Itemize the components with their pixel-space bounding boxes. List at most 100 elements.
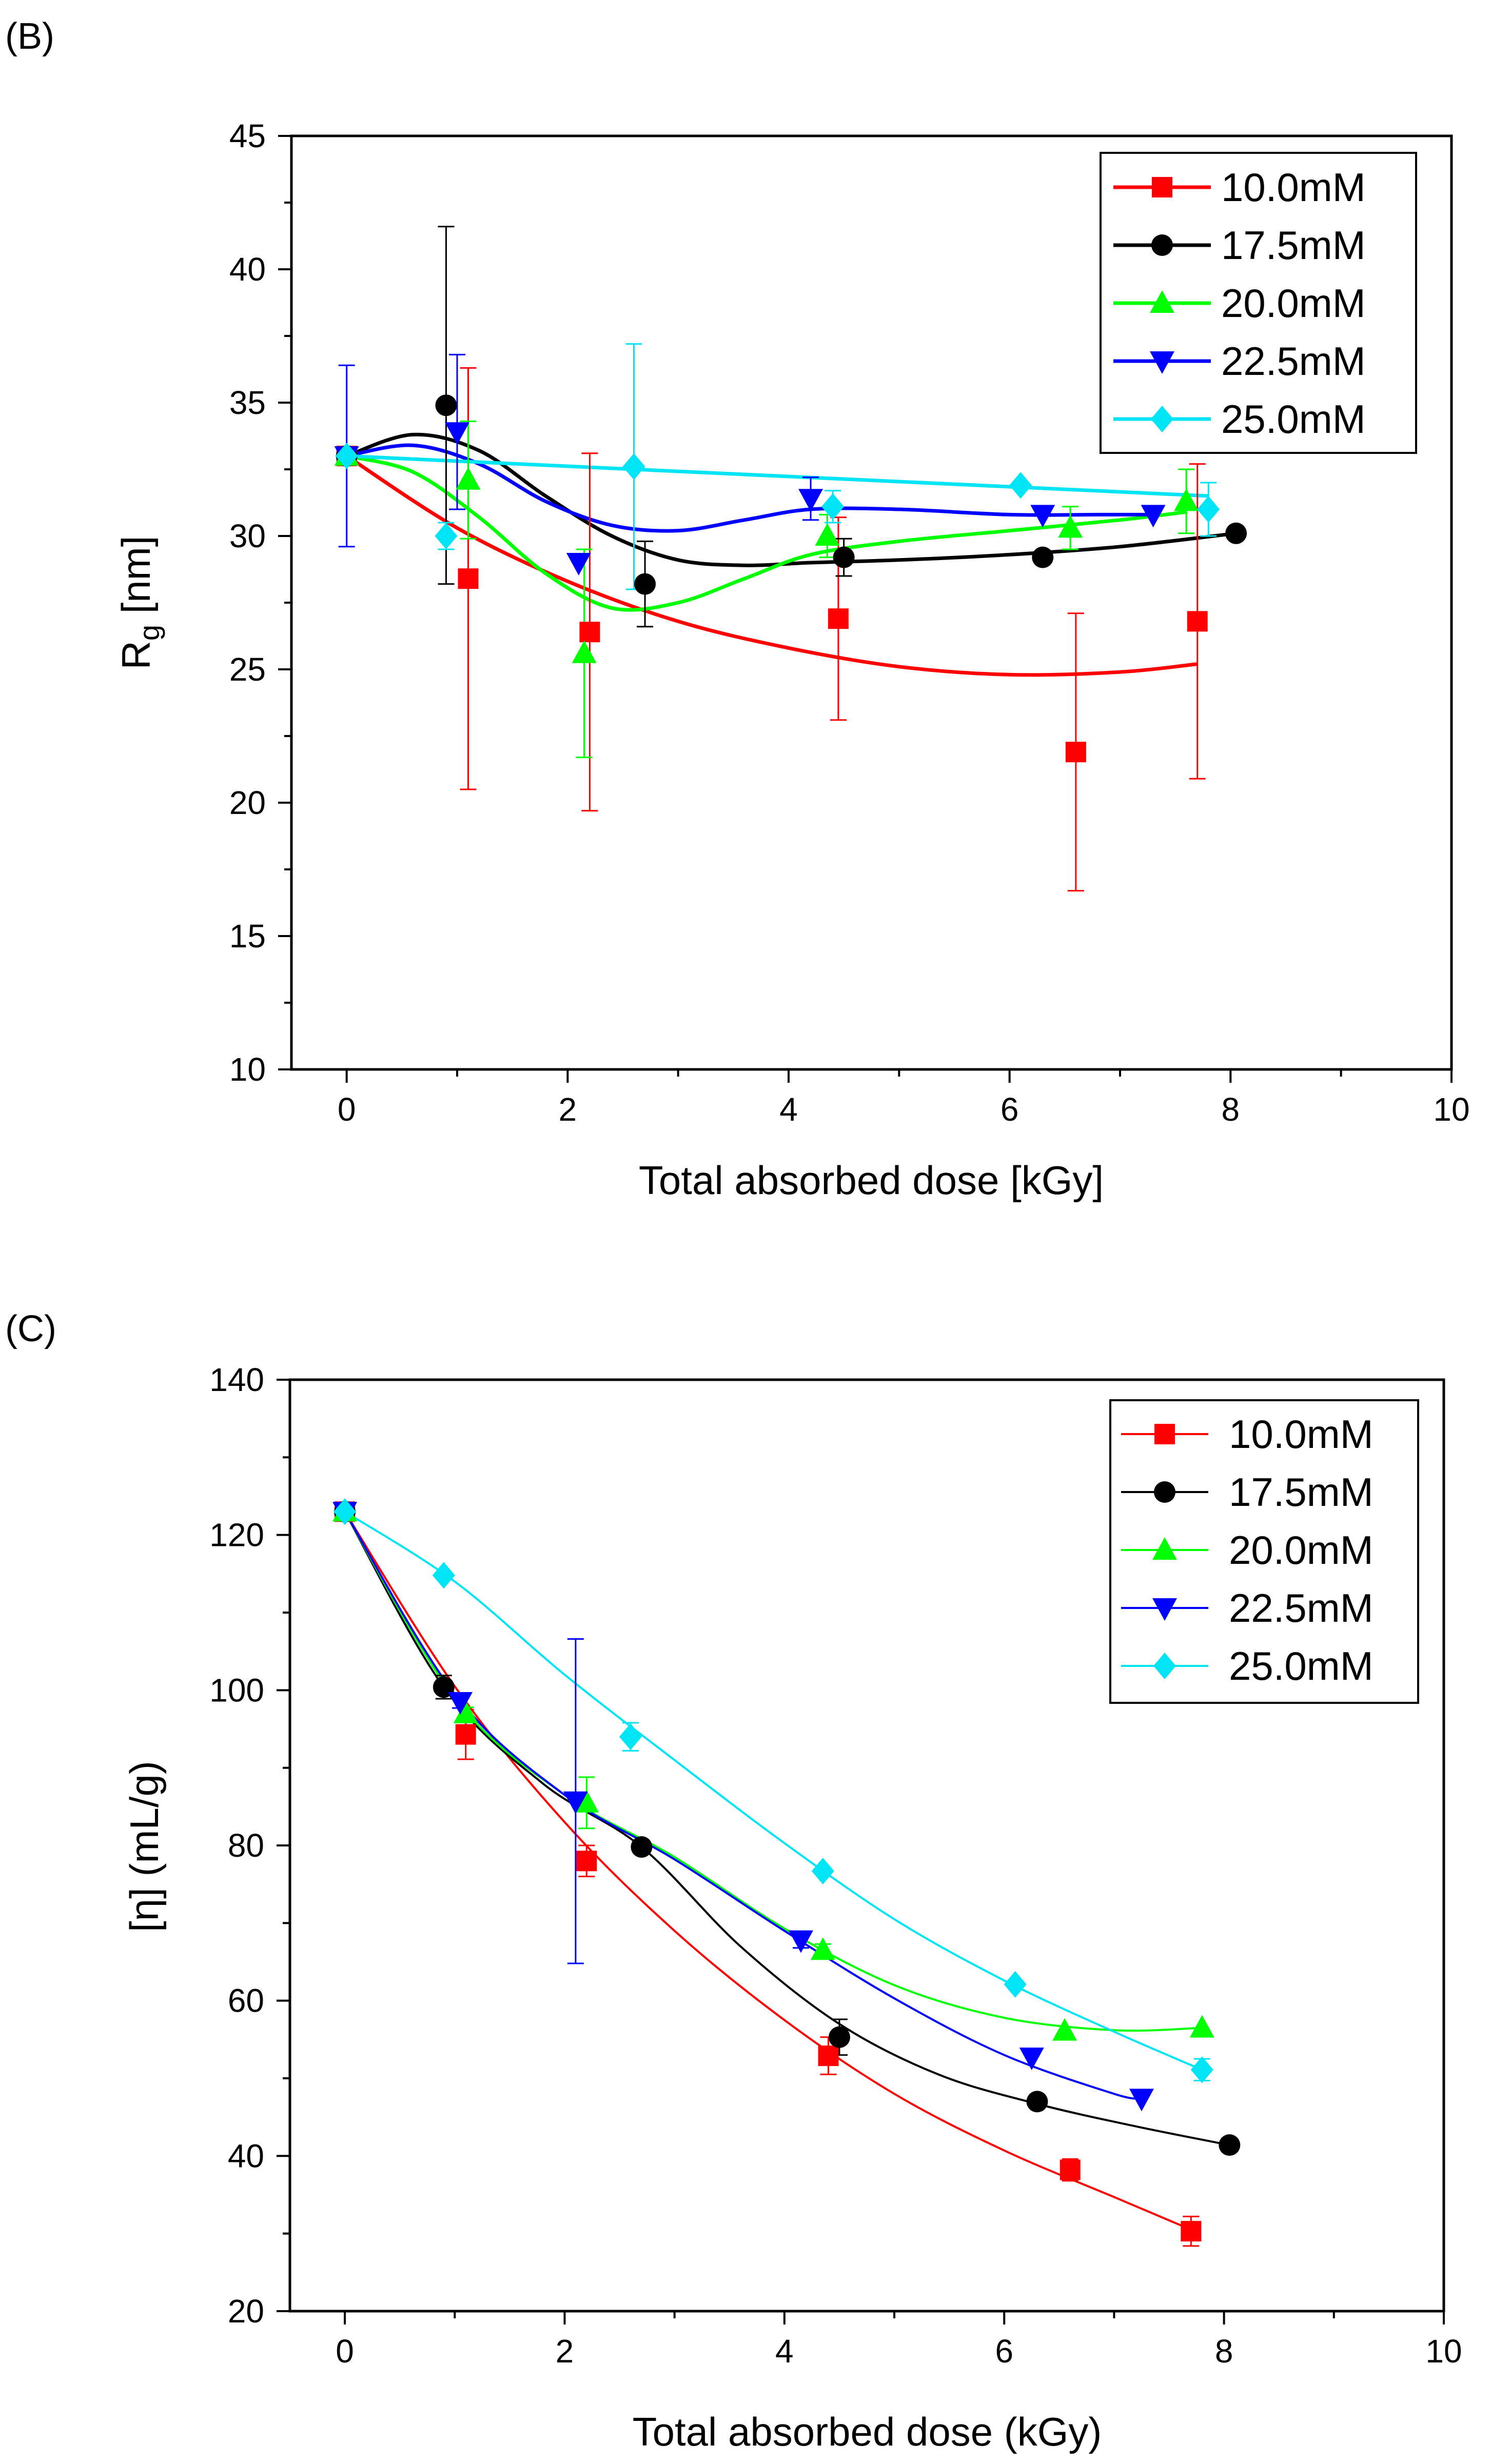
fit-curve-25.0mM [346,454,1209,498]
data-point-17.5mM [833,546,855,568]
data-point-10.0mM [1181,2221,1202,2242]
data-point-22.5mM [788,1930,813,1953]
data-point-22.5mM [1129,2089,1154,2112]
data-point-25.0mM [622,453,645,480]
x-tick-label: 0 [338,1091,356,1128]
data-point-22.5mM [1030,505,1055,528]
panel-b-y-axis-title: Rg [nm] [113,536,165,670]
legend-label-20.0mM: 20.0mM [1229,1527,1374,1573]
y-tick-label: 30 [229,518,266,554]
data-point-17.5mM [1219,2134,1241,2156]
data-point-10.0mM [1187,611,1208,632]
x-tick-label: 6 [995,2333,1013,2370]
x-tick-label: 4 [779,1091,798,1128]
data-point-25.0mM [335,443,358,469]
y-tick-label: 100 [209,1672,264,1708]
panel-c-x-axis-title: Total absorbed dose (kGy) [633,2409,1102,2454]
x-tick-label: 8 [1215,2333,1233,2370]
panel-b-error-bars [338,226,1217,892]
y-tick-label: 45 [229,117,266,154]
data-point-10.0mM [1065,742,1086,763]
legend-label-22.5mM: 22.5mM [1229,1585,1374,1631]
data-point-25.0mM [333,1498,357,1525]
legend-label-22.5mM: 22.5mM [1221,339,1366,384]
data-point-20.0mM [1058,515,1083,538]
data-point-25.0mM [435,523,458,549]
legend-marker-20.0mM [1152,1537,1177,1560]
data-point-17.5mM [1026,2091,1048,2113]
data-point-22.5mM [563,1791,588,1814]
legend-marker-17.5mM [1154,1481,1175,1503]
panel-c-ticks: 0 2 4 6 8 10 20 40 60 80 100 120 140 [209,1361,1462,2370]
legend-marker-17.5mM [1151,234,1173,256]
legend-marker-25.0mM [1153,1653,1176,1679]
fit-curve-10.0mM [345,454,1198,677]
panel-b-y-axis-title-main: R [113,641,159,669]
data-point-20.0mM [810,1937,835,1960]
panel-b-legend: 10.0mM 17.5mM 20.0mM 22.5mM 25.0mM [1100,152,1417,454]
y-tick-label: 20 [228,2293,264,2330]
fit-curve-17.5mM [344,1511,1230,2147]
data-point-25.0mM [619,1723,642,1751]
legend-marker-25.0mM [1151,406,1173,432]
y-tick-label: 10 [229,1051,266,1088]
panel-b-legend-box [1100,152,1417,454]
data-point-17.5mM [634,573,656,595]
y-tick-label: 40 [228,2137,264,2174]
x-tick-label: 10 [1433,1091,1469,1128]
y-tick-label: 80 [228,1827,264,1864]
legend-label-17.5mM: 17.5mM [1229,1469,1374,1515]
legend-label-20.0mM: 20.0mM [1221,281,1366,326]
fit-curve-20.0mM [346,454,1187,612]
data-point-22.5mM [447,1692,473,1715]
data-point-25.0mM [811,1857,834,1884]
data-point-20.0mM [815,523,840,546]
panel-c-y-axis-title: [η] (mL/g) [122,1761,167,1932]
data-point-20.0mM [572,640,597,663]
data-point-22.5mM [445,422,469,445]
legend-label-25.0mM: 25.0mM [1229,1643,1374,1688]
fit-curve-25.0mM [344,1511,1203,2071]
data-point-22.5mM [1141,505,1166,528]
data-point-20.0mM [453,1700,478,1723]
legend-label-10.0mM: 10.0mM [1229,1412,1374,1457]
panel-c-chart: (C) 0 2 4 6 8 10 20 40 60 80 100 120 140 Total absor… [5,1308,1462,2454]
y-tick-label: 120 [209,1517,264,1554]
panel-b-fit-curves [345,432,1237,677]
data-point-10.0mM [579,622,600,643]
legend-label-25.0mM: 25.0mM [1221,396,1366,442]
panel-b-y-axis-title-unit: [nm] [113,536,159,625]
x-tick-label: 0 [336,2333,354,2370]
panel-c-legend: 10.0mM 17.5mM 20.0mM 22.5mM 25.0mM [1109,1399,1419,1704]
data-point-10.0mM [1060,2159,1081,2180]
panel-c-label: (C) [5,1308,56,1349]
data-point-20.0mM [1189,2015,1214,2038]
x-tick-label: 8 [1222,1091,1240,1128]
data-point-20.0mM [574,1790,599,1813]
data-point-10.0mM [818,2045,839,2066]
data-point-22.5mM [798,489,823,512]
y-tick-label: 25 [229,651,266,688]
data-point-10.0mM [458,568,479,589]
legend-label-10.0mM: 10.0mM [1221,165,1366,210]
panel-b-ticks: 0 2 4 6 8 10 10 15 20 25 30 35 40 45 [229,117,1470,1128]
legend-label-17.5mM: 17.5mM [1221,223,1366,268]
data-point-25.0mM [432,1562,455,1589]
data-point-25.0mM [1009,472,1032,499]
data-point-17.5mM [828,2026,850,2048]
fit-curve-22.5mM [344,1511,1142,2100]
data-point-25.0mM [1197,496,1220,523]
data-point-25.0mM [1004,1971,1027,1998]
panel-b-label: (B) [5,16,54,57]
data-point-17.5mM [1032,546,1054,568]
data-point-20.0mM [1174,488,1199,511]
data-point-22.5mM [1019,2048,1044,2071]
x-tick-label: 6 [1000,1091,1019,1128]
data-point-10.0mM [455,1724,476,1745]
legend-marker-22.5mM [1150,351,1174,374]
x-tick-label: 2 [556,2333,574,2370]
panel-b-data-points [334,394,1247,763]
fit-curve-20.0mM [344,1511,1202,2032]
y-tick-label: 35 [229,384,266,421]
